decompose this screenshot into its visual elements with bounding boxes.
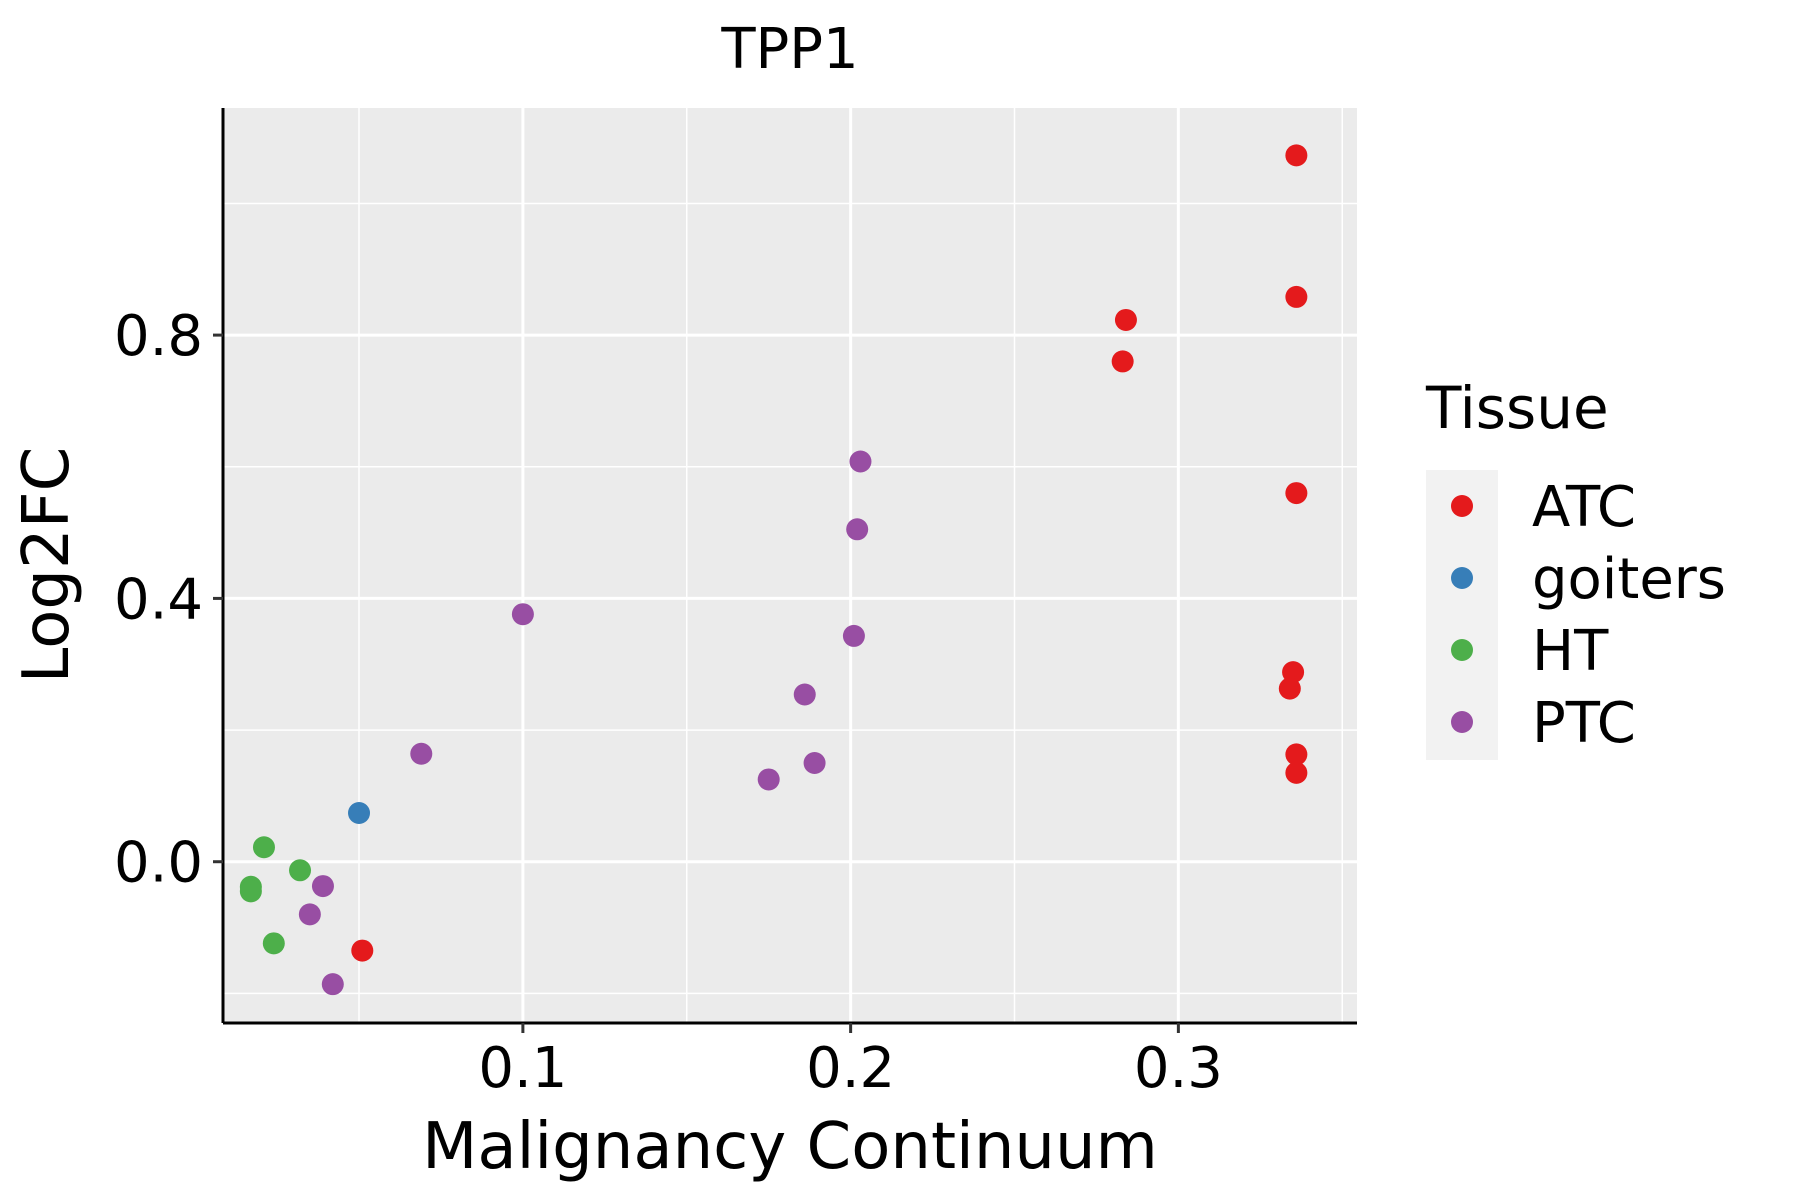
y-tick-label: 0.8 [114,304,203,369]
y-tick-label: 0.0 [114,831,203,896]
legend-label-goiters: goiters [1532,547,1726,612]
data-point-ptc [757,768,780,791]
data-point-ht [239,880,262,903]
data-point-ht [252,836,275,859]
data-point-atc [1114,308,1137,331]
x-tick-label: 0.3 [1134,1036,1223,1101]
legend: ATC goiters HT PTC [1451,475,1726,756]
data-point-atc [1285,482,1308,505]
data-point-ptc [793,683,816,706]
legend-key-atc [1451,495,1473,517]
data-point-ptc [410,742,433,765]
data-point-atc [351,939,374,962]
data-point-ptc [321,973,344,996]
data-point-atc [1282,661,1305,684]
data-point-ptc [298,903,321,926]
chart-title: TPP1 [720,17,858,82]
legend-title: Tissue [1425,374,1609,442]
data-point-ptc [842,624,865,647]
data-point-ptc [846,518,869,541]
x-axis-ticks: 0.1 0.2 0.3 [478,1023,1223,1101]
data-point-ptc [849,450,872,473]
minor-gridlines [223,108,1357,1023]
data-points [239,144,1308,996]
x-tick-label: 0.1 [478,1036,567,1101]
data-point-ptc [311,875,334,898]
data-point-ptc [803,751,826,774]
y-tick-label: 0.4 [114,567,203,632]
data-point-atc [1111,350,1134,373]
data-point-atc [1285,761,1308,784]
data-point-atc [1285,285,1308,308]
legend-label-atc: ATC [1532,475,1636,540]
y-axis-ticks: 0.0 0.4 0.8 [114,304,223,896]
plot-panel [223,108,1357,1023]
data-point-atc [1285,144,1308,167]
legend-key-ht [1451,639,1473,661]
data-point-ptc [511,603,534,626]
x-tick-label: 0.2 [806,1036,895,1101]
major-gridlines [223,108,1357,1023]
legend-label-ht: HT [1532,619,1609,684]
data-point-goiters [348,802,371,825]
legend-key-goiters [1451,567,1473,589]
legend-label-ptc: PTC [1532,691,1636,756]
legend-key-ptc [1451,711,1473,733]
data-point-ht [262,932,285,955]
x-axis-title: Malignancy Continuum [422,1110,1158,1184]
data-point-atc [1278,677,1301,700]
data-point-ht [289,859,312,882]
y-axis-title: Log2FC [10,447,84,684]
data-point-atc [1285,743,1308,766]
